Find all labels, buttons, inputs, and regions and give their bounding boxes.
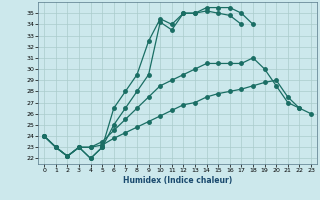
X-axis label: Humidex (Indice chaleur): Humidex (Indice chaleur) (123, 176, 232, 185)
